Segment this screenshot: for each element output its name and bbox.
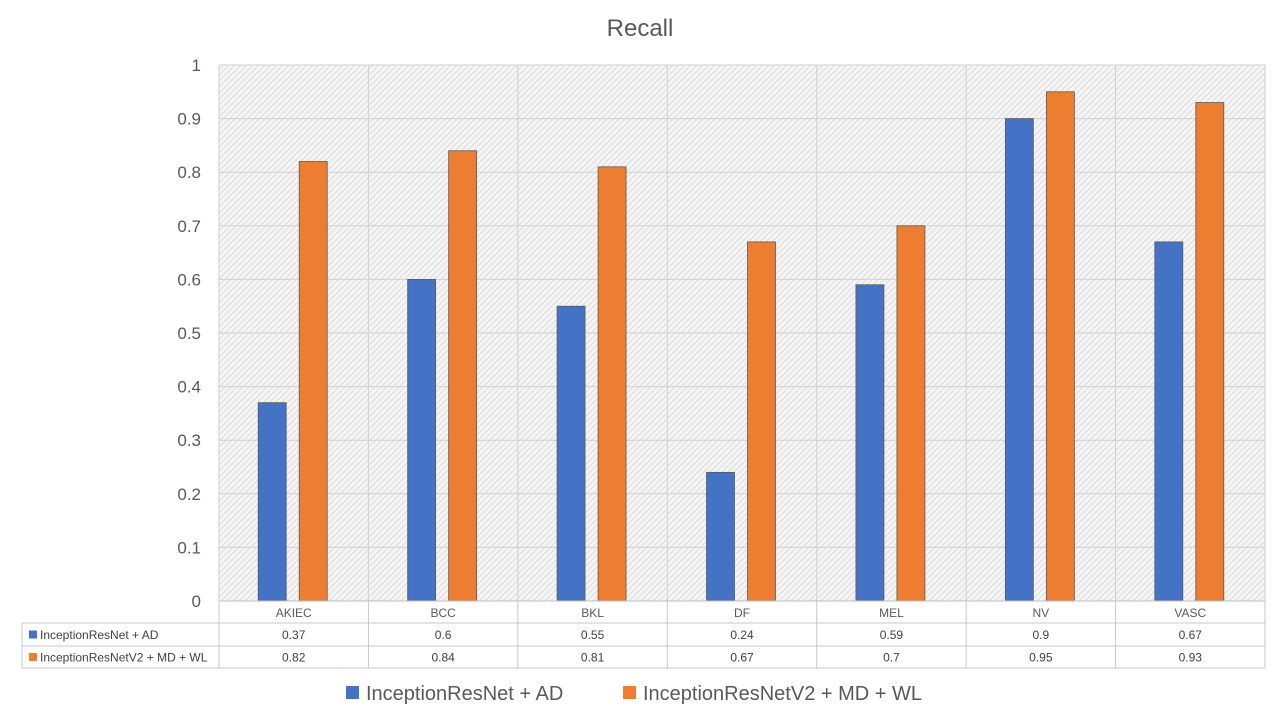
x-tick-label: BCC bbox=[430, 606, 456, 620]
bar bbox=[1154, 241, 1184, 602]
data-label: 0.37 bbox=[282, 628, 306, 642]
gridlines bbox=[218, 64, 1266, 602]
bar bbox=[855, 284, 885, 602]
x-tick-label: BKL bbox=[581, 606, 604, 620]
legend-swatch bbox=[346, 686, 359, 699]
y-tick-label: 0.8 bbox=[177, 163, 201, 182]
y-tick-label: 0.6 bbox=[177, 270, 201, 289]
data-label: 0.59 bbox=[880, 628, 904, 642]
y-tick-label: 1 bbox=[192, 56, 201, 75]
data-label: 0.24 bbox=[730, 628, 754, 642]
table-series-label: InceptionResNetV2 + MD + WL bbox=[40, 651, 208, 665]
bar bbox=[448, 150, 478, 602]
y-tick-label: 0.5 bbox=[177, 324, 201, 343]
y-tick-label: 0.1 bbox=[177, 538, 201, 557]
data-label: 0.95 bbox=[1029, 651, 1053, 665]
y-axis: 0 0.1 0.2 0.3 0.4 0.5 0.6 0.7 0.8 0.9 1 bbox=[177, 56, 201, 611]
y-tick-label: 0.2 bbox=[177, 485, 201, 504]
bar bbox=[1004, 118, 1034, 602]
y-tick-label: 0.4 bbox=[177, 378, 201, 397]
y-tick-label: 0.9 bbox=[177, 110, 201, 129]
data-label: 0.81 bbox=[581, 651, 605, 665]
data-label: 0.67 bbox=[730, 651, 754, 665]
x-tick-label: NV bbox=[1033, 606, 1050, 620]
y-tick-label: 0.7 bbox=[177, 217, 201, 236]
bar bbox=[597, 166, 627, 602]
y-tick-label: 0 bbox=[192, 592, 201, 611]
x-tick-label: DF bbox=[734, 606, 750, 620]
legend-label: InceptionResNet + AD bbox=[366, 683, 563, 705]
table-legend-key bbox=[29, 630, 37, 639]
chart-title: Recall bbox=[607, 15, 674, 42]
data-label: 0.6 bbox=[435, 628, 452, 642]
bar bbox=[1195, 102, 1225, 602]
x-tick-label: VASC bbox=[1174, 606, 1206, 620]
bar bbox=[556, 305, 586, 602]
data-label: 0.93 bbox=[1179, 651, 1203, 665]
bar bbox=[257, 402, 287, 602]
bar bbox=[896, 225, 926, 602]
table-series-label: InceptionResNet + AD bbox=[40, 628, 159, 642]
data-label: 0.82 bbox=[282, 651, 306, 665]
bar bbox=[298, 161, 328, 602]
data-table: AKIEC BCC BKL DF MEL NV VASC InceptionResNet + … bbox=[21, 600, 1266, 669]
data-label: 0.67 bbox=[1179, 628, 1203, 642]
bar bbox=[1045, 91, 1075, 602]
table-legend-key bbox=[29, 653, 37, 661]
bar bbox=[747, 241, 776, 602]
legend-label: InceptionResNetV2 + MD + WL bbox=[643, 683, 922, 705]
legend: InceptionResNet + AD InceptionResNetV2 + … bbox=[346, 683, 922, 705]
x-tick-label: AKIEC bbox=[276, 606, 312, 620]
legend-swatch bbox=[623, 686, 636, 699]
data-label: 0.84 bbox=[431, 651, 455, 665]
y-tick-label: 0.3 bbox=[177, 431, 201, 450]
bars bbox=[257, 91, 1225, 602]
bar bbox=[407, 278, 437, 602]
x-tick-label: MEL bbox=[879, 606, 904, 620]
data-label: 0.55 bbox=[581, 628, 605, 642]
data-label: 0.9 bbox=[1033, 628, 1050, 642]
data-label: 0.7 bbox=[883, 651, 900, 665]
bar bbox=[706, 471, 735, 602]
